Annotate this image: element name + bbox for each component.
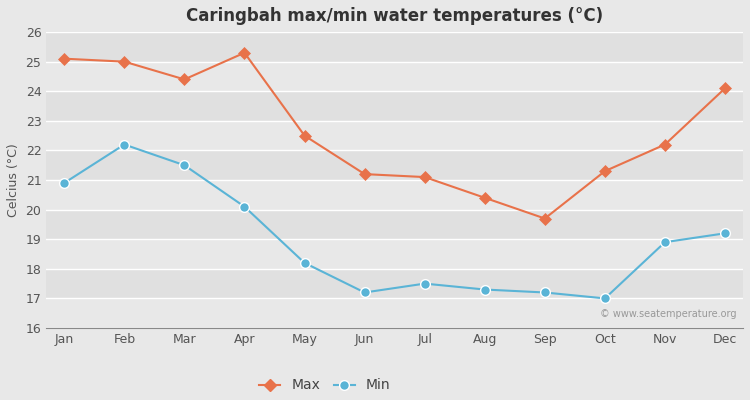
Bar bbox=[46, 239, 743, 269]
Max bbox=[180, 77, 189, 82]
Min bbox=[601, 296, 610, 301]
Min bbox=[480, 287, 489, 292]
Max bbox=[60, 56, 69, 61]
Max bbox=[240, 50, 249, 55]
Bar bbox=[46, 91, 743, 121]
Legend: Max, Min: Max, Min bbox=[254, 373, 396, 398]
Min bbox=[540, 290, 549, 295]
Min bbox=[60, 180, 69, 185]
Bar bbox=[46, 62, 743, 91]
Bar bbox=[46, 32, 743, 62]
Max bbox=[540, 216, 549, 221]
Y-axis label: Celcius (°C): Celcius (°C) bbox=[7, 143, 20, 217]
Title: Caringbah max/min water temperatures (°C): Caringbah max/min water temperatures (°C… bbox=[186, 7, 603, 25]
Max bbox=[721, 86, 730, 91]
Min bbox=[661, 240, 670, 244]
Min bbox=[721, 231, 730, 236]
Bar bbox=[46, 298, 743, 328]
Text: © www.seatemperature.org: © www.seatemperature.org bbox=[599, 309, 736, 319]
Min bbox=[300, 260, 309, 265]
Min bbox=[420, 281, 429, 286]
Bar bbox=[46, 210, 743, 239]
Min bbox=[360, 290, 369, 295]
Max bbox=[120, 59, 129, 64]
Line: Min: Min bbox=[59, 140, 730, 303]
Max bbox=[480, 195, 489, 200]
Max bbox=[601, 169, 610, 174]
Max bbox=[300, 133, 309, 138]
Max bbox=[360, 172, 369, 176]
Bar bbox=[46, 150, 743, 180]
Bar bbox=[46, 269, 743, 298]
Line: Max: Max bbox=[60, 49, 729, 223]
Max bbox=[661, 142, 670, 147]
Bar bbox=[46, 121, 743, 150]
Bar bbox=[46, 180, 743, 210]
Min bbox=[240, 204, 249, 209]
Max bbox=[420, 175, 429, 180]
Min bbox=[180, 163, 189, 168]
Min bbox=[120, 142, 129, 147]
